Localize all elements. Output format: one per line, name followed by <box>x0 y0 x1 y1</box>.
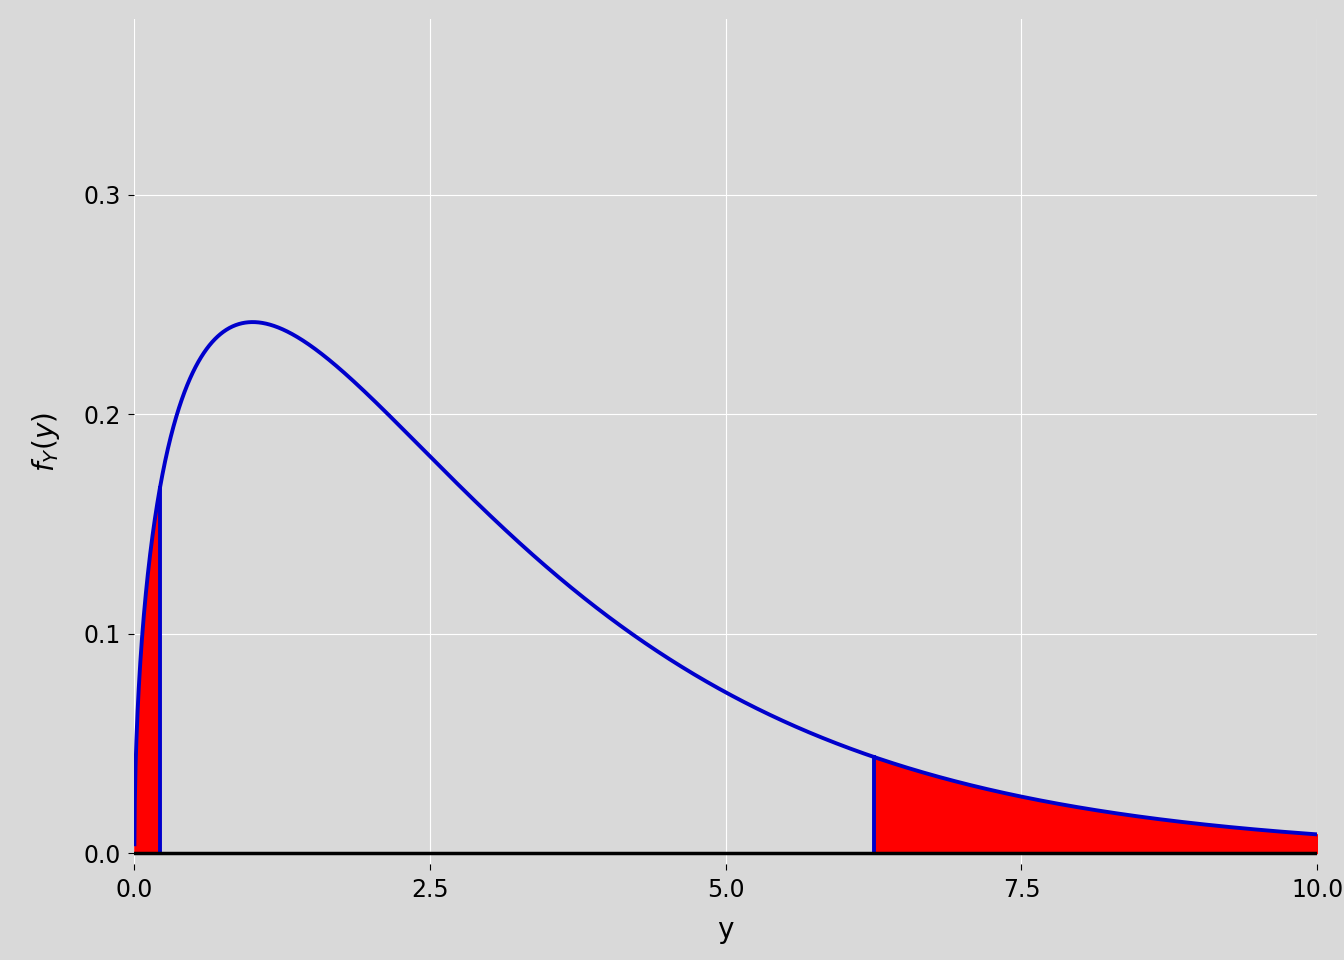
Y-axis label: $f_Y(y)$: $f_Y(y)$ <box>31 412 62 471</box>
X-axis label: y: y <box>718 916 734 944</box>
